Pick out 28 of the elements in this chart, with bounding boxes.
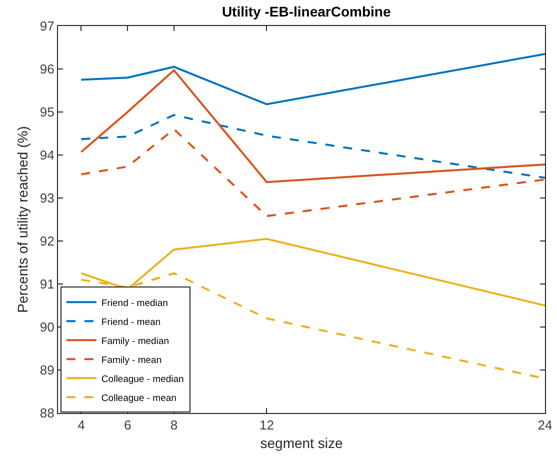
x-tick-label: 12 (259, 418, 274, 433)
y-tick-label: 94 (40, 148, 54, 163)
x-tick-label: 24 (538, 418, 552, 433)
chart-title: Utility -EB-linearCombine (222, 4, 391, 20)
y-tick-label: 97 (40, 18, 54, 34)
y-tick-label: 95 (40, 104, 54, 120)
line-series (80, 114, 545, 179)
x-tick-label: 8 (170, 418, 178, 433)
y-tick-label: 89 (40, 362, 54, 378)
legend-label: Family - median (101, 336, 170, 347)
legend-label: Colleague - mean (101, 392, 176, 404)
line-series (80, 69, 545, 184)
legend-label: Colleague - median (101, 374, 184, 385)
y-tick-label: 93 (40, 190, 54, 206)
legend-label: Family - mean (101, 354, 162, 366)
line-series (80, 52, 545, 106)
y-tick-label: 92 (40, 234, 54, 249)
legend-label: Friend - median (101, 298, 168, 309)
x-axis-title: segment size (260, 434, 343, 451)
y-tick-label: 96 (40, 62, 54, 77)
x-tick-label: 6 (124, 418, 132, 433)
y-axis-title: Percents of utility reached (%) (14, 126, 31, 313)
y-tick-label: 90 (40, 320, 54, 335)
line-series (80, 128, 545, 218)
y-tick-label: 91 (40, 276, 54, 292)
legend-label: Friend - mean (101, 316, 161, 328)
x-tick-label: 4 (78, 418, 85, 433)
y-tick-label: 88 (40, 406, 54, 421)
